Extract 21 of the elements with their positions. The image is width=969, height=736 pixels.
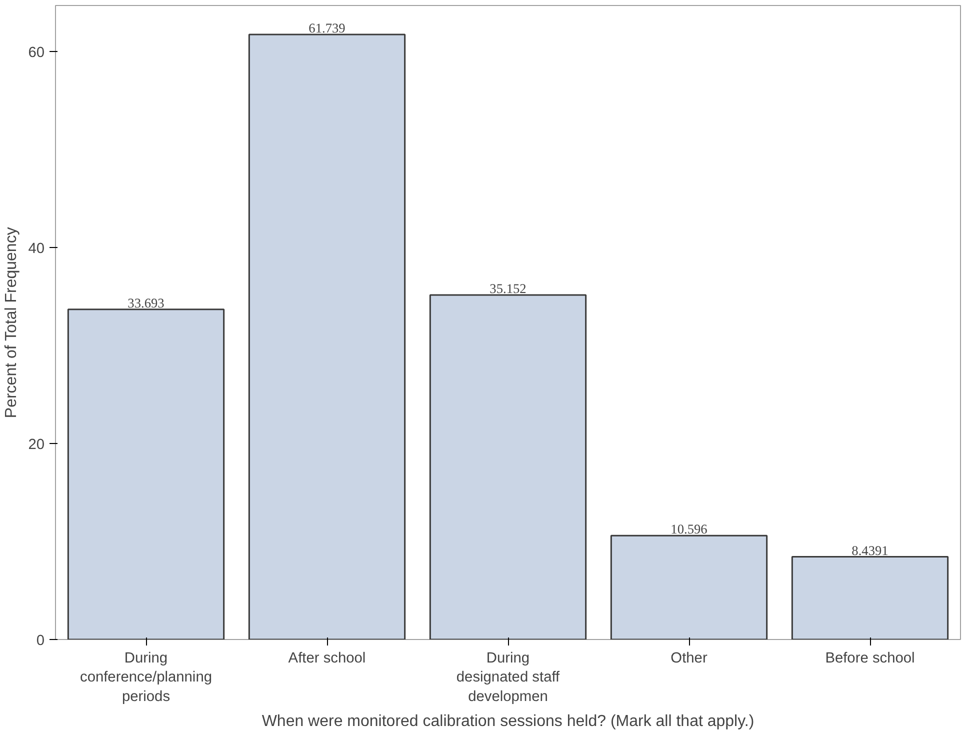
bar bbox=[791, 556, 949, 640]
bar bbox=[248, 34, 406, 640]
y-axis-title: Percent of Total Frequency bbox=[3, 227, 20, 418]
x-tick-label: During conference/planning periods bbox=[80, 650, 212, 705]
y-tick-label: 40 bbox=[28, 241, 45, 258]
data-label: 61.739 bbox=[308, 20, 346, 36]
x-tick-label: After school bbox=[288, 650, 366, 666]
y-tick-label: 60 bbox=[28, 45, 45, 62]
x-axis-title: When were monitored calibration sessions held? (Mark all that apply.) bbox=[262, 712, 754, 730]
x-tick-label: During designated staff developmen bbox=[456, 650, 561, 705]
data-label: 8.4391 bbox=[852, 542, 888, 558]
bar bbox=[67, 308, 225, 640]
data-label: 33.693 bbox=[128, 295, 165, 310]
bar bbox=[610, 534, 768, 640]
bar bbox=[429, 294, 587, 640]
data-label: 10.596 bbox=[670, 522, 708, 537]
data-label: 35.152 bbox=[490, 281, 526, 296]
x-tick-label: Other bbox=[670, 650, 708, 666]
y-tick-label: 20 bbox=[28, 437, 45, 454]
y-tick-label: 0 bbox=[36, 633, 45, 649]
x-tick-label: Before school bbox=[825, 650, 915, 666]
